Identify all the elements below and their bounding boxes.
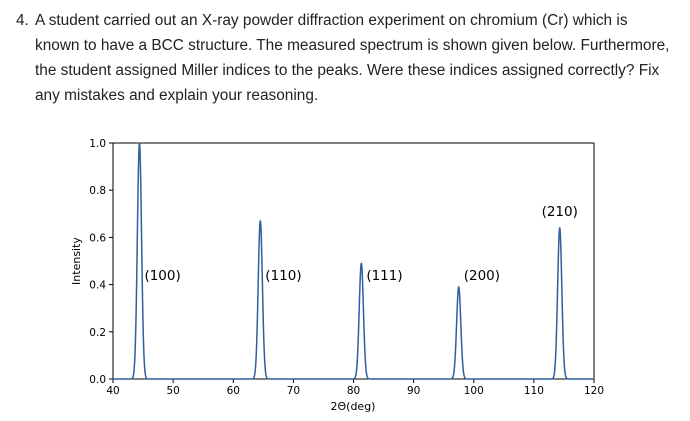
intensity-line (112, 142, 595, 380)
peak-label: (210) (542, 204, 578, 220)
y-tick-label: 0.0 (89, 374, 106, 386)
peak-point (360, 262, 362, 264)
question-block: 4. A student carried out an X-ray powder… (16, 8, 676, 108)
x-tick-label: 100 (464, 385, 484, 397)
y-tick-label: 0.8 (89, 185, 106, 197)
x-axis-label: 2Θ(deg) (331, 400, 376, 413)
x-tick-label: 120 (584, 385, 604, 397)
plot-area (112, 142, 595, 380)
peak-label: (200) (464, 268, 500, 284)
peak-label: (111) (366, 268, 402, 284)
peak-point (458, 286, 460, 288)
x-tick-label: 60 (227, 385, 240, 397)
question-text: A student carried out an X-ray powder di… (35, 12, 670, 104)
peak-point (259, 220, 261, 222)
x-tick-label: 80 (347, 385, 360, 397)
series-intensity (112, 142, 595, 380)
question-number: 4. (16, 12, 29, 29)
peak-point (138, 142, 140, 144)
y-tick-label: 1.0 (89, 138, 106, 150)
axis-ticks: 40 50 60 70 80 90 100 110 120 0.0 0.2 0.4 0.6 0.8 1.0 (89, 138, 604, 397)
x-tick-label: 90 (407, 385, 420, 397)
y-tick-label: 0.2 (89, 327, 106, 339)
x-tick-label: 110 (524, 385, 544, 397)
plot-frame (112, 142, 595, 380)
y-tick-label: 0.6 (89, 232, 106, 244)
y-tick-label: 0.4 (89, 280, 106, 292)
peak-label: (100) (144, 268, 180, 284)
peak-label: (110) (265, 268, 301, 284)
y-axis-label: Intensity (70, 237, 83, 285)
x-tick-label: 50 (166, 385, 179, 397)
peak-point (559, 227, 561, 229)
peak-labels: (100) (110) (111) (200) (210) (144, 204, 577, 284)
x-tick-label: 70 (287, 385, 300, 397)
x-tick-label: 40 (106, 385, 119, 397)
